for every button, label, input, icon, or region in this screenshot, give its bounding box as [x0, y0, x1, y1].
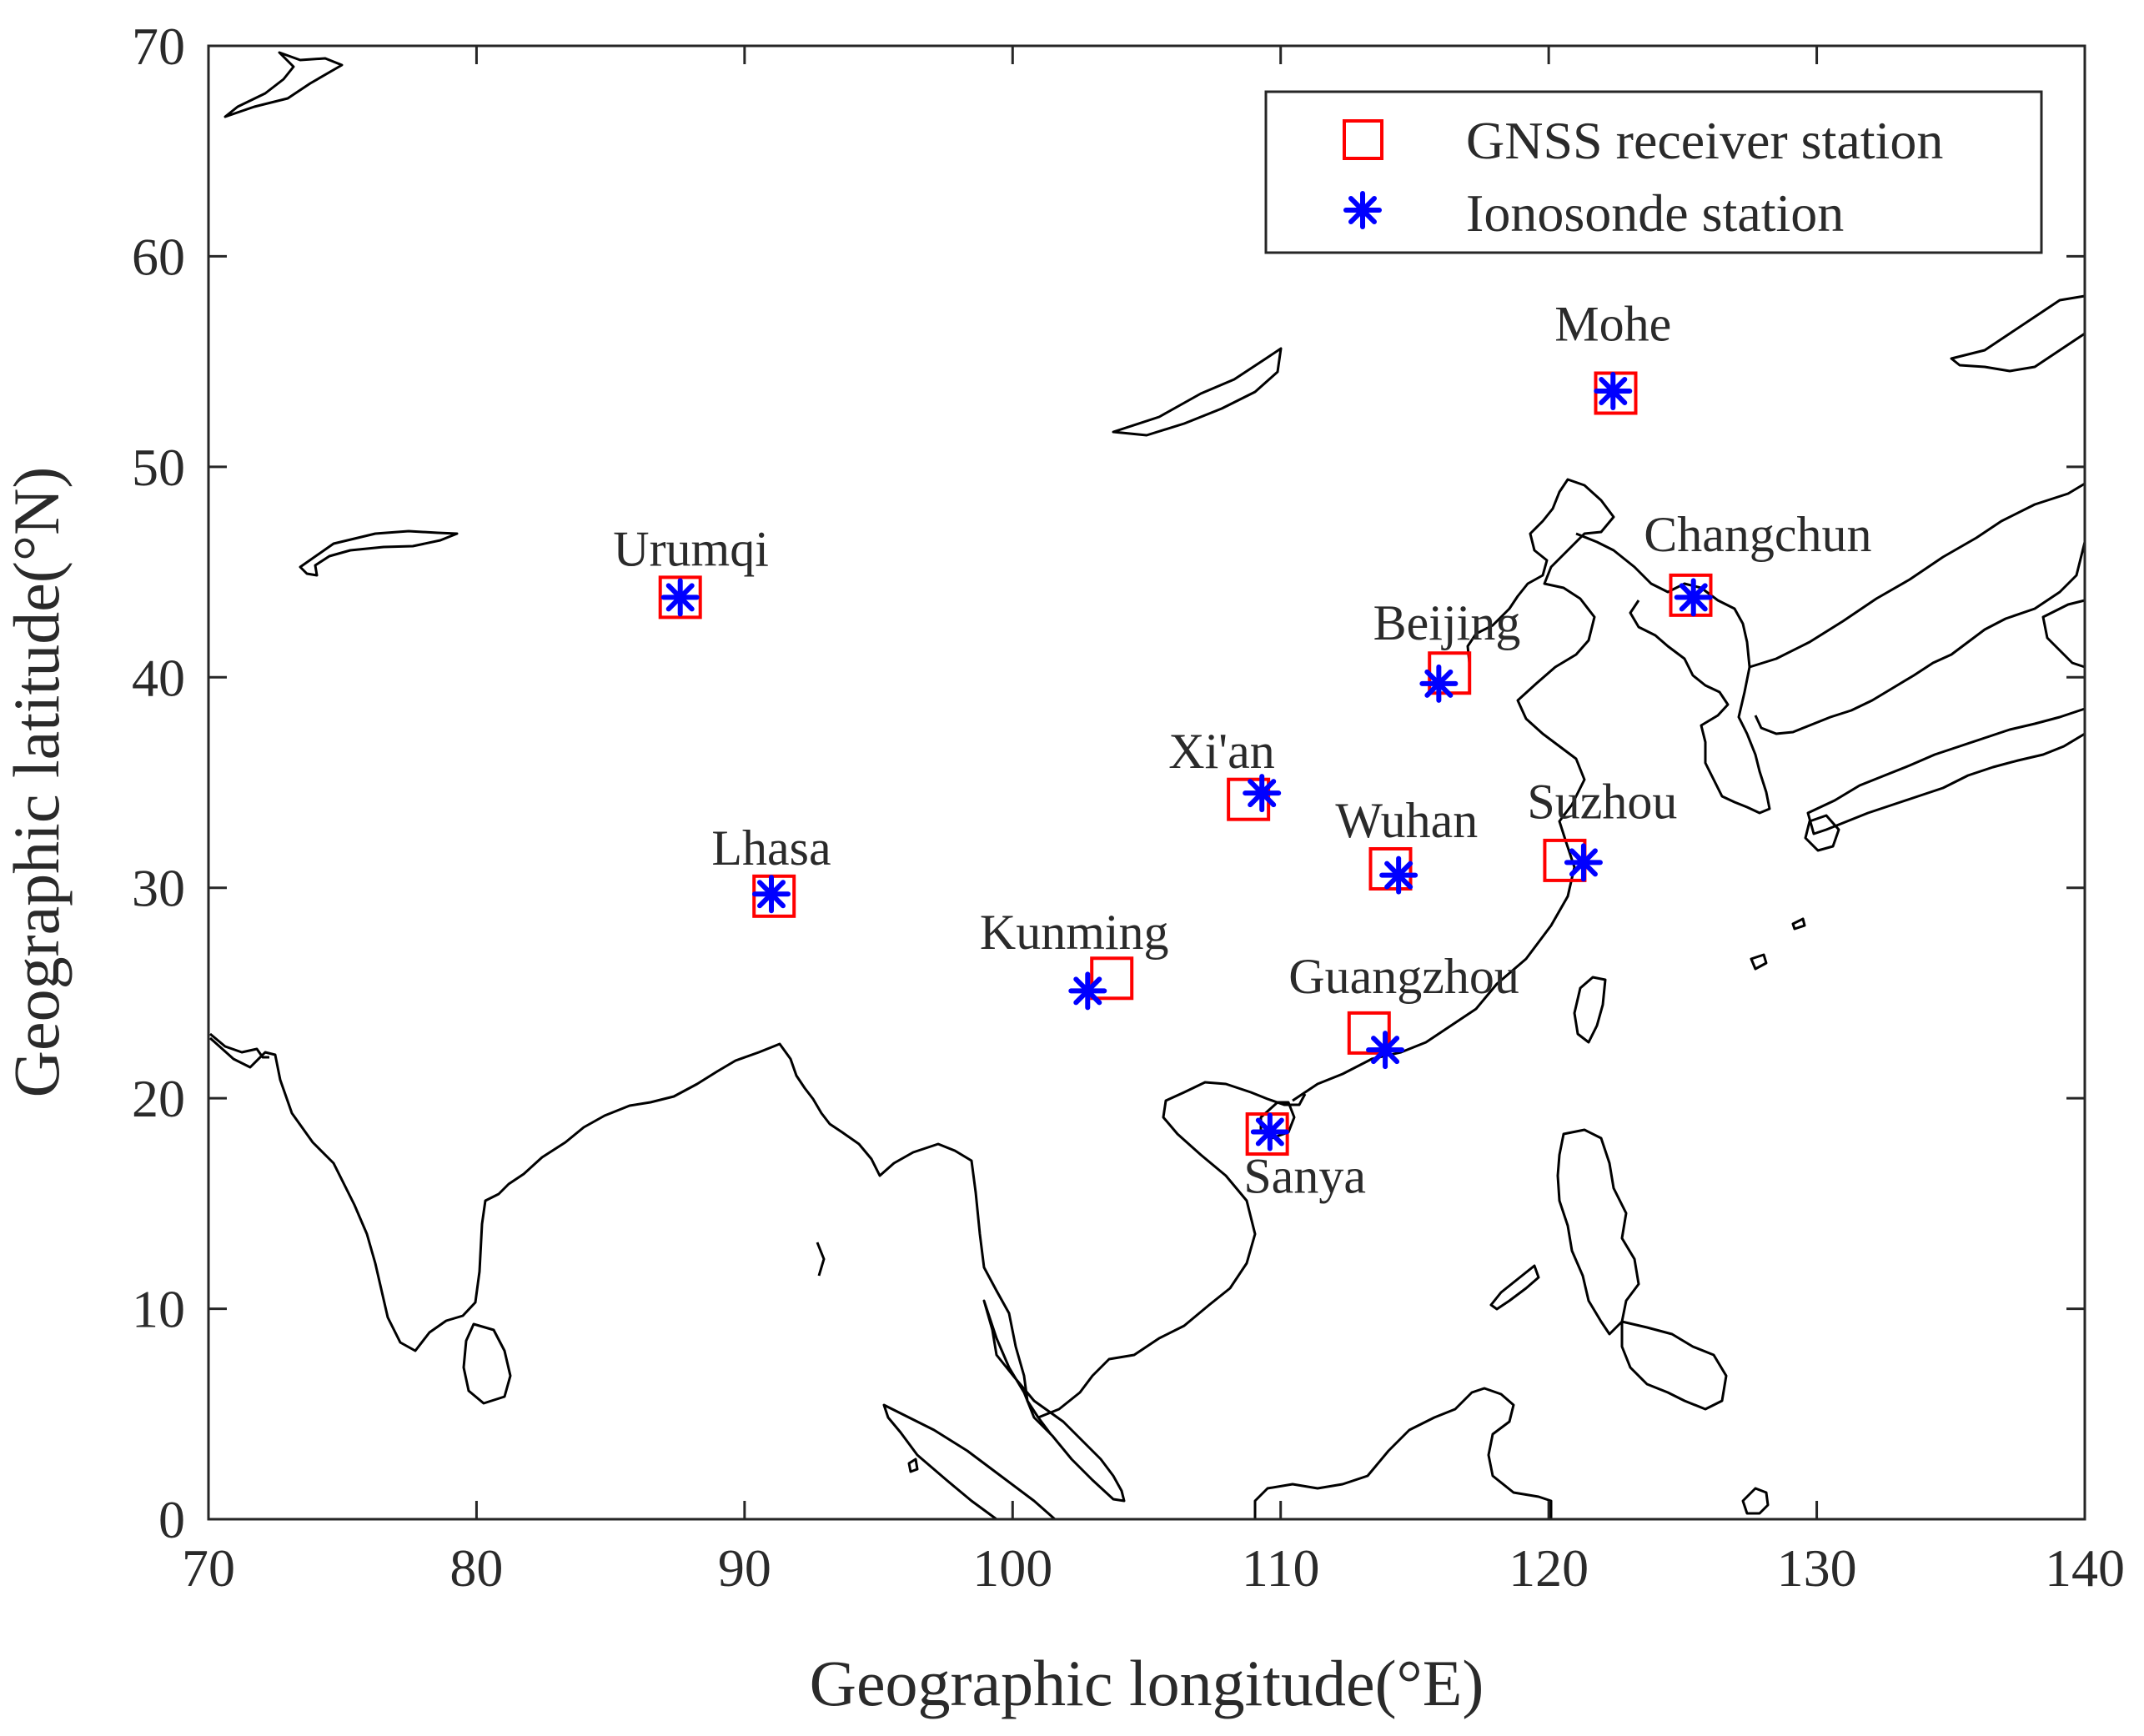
x-tick-label: 120 — [1509, 1538, 1589, 1598]
axis-ticks — [207, 44, 2086, 1521]
axis-tick-labels: 70 80 90 100 110 120 130 140 0 10 20 30 40 50 60 70 — [132, 17, 2125, 1598]
coastline-russia-far-east — [1749, 482, 2086, 735]
coastline-philippines-luzon — [1556, 1128, 1640, 1336]
y-tick-label: 30 — [132, 859, 185, 918]
station-label-beijing: Beijing — [1373, 595, 1521, 650]
station-label-suzhou: Suzhou — [1527, 774, 1677, 829]
coastline-malay-peninsula — [982, 1299, 1126, 1503]
station-label-changchun: Changchun — [1644, 507, 1871, 562]
x-tick-label: 80 — [449, 1538, 503, 1598]
x-tick-label: 90 — [718, 1538, 771, 1598]
x-tick-label: 110 — [1242, 1538, 1320, 1598]
legend-gnss-label: GNSS receiver station — [1466, 111, 1943, 170]
station-label-sanya: Sanya — [1243, 1149, 1366, 1204]
station-label-urumqi: Urumqi — [613, 521, 769, 576]
station-label-lhasa: Lhasa — [711, 820, 831, 876]
ionosonde-marker-changchun — [1674, 578, 1713, 617]
coastline-korea-manchuria — [1575, 532, 1771, 815]
coastline-palawan — [1489, 1264, 1540, 1311]
y-tick-label: 60 — [132, 227, 185, 286]
station-label-guangzhou: Guangzhou — [1288, 949, 1519, 1004]
coastline-china-east — [1292, 478, 1615, 1102]
y-tick-label: 20 — [132, 1069, 185, 1128]
station-label-mohe: Mohe — [1554, 296, 1671, 351]
coastline-novaya-zemlya — [223, 51, 344, 118]
coastline-borneo — [1253, 1387, 1553, 1521]
legend-gnss-marker-square — [1343, 119, 1383, 160]
x-tick-label: 70 — [182, 1538, 235, 1598]
gnss-marker-kunming — [1090, 956, 1134, 1001]
ionosonde-marker-mohe — [1594, 371, 1633, 410]
gnss-marker-wuhan — [1368, 846, 1413, 891]
coastline-ryukyu-1 — [1750, 953, 1768, 971]
ionosonde-marker-sanya — [1250, 1112, 1289, 1151]
coastline-western-edge — [209, 1032, 269, 1059]
y-tick-label: 50 — [132, 438, 185, 497]
x-tick-label: 140 — [2045, 1538, 2125, 1598]
coastline-philippines-mindanao — [1620, 1320, 1728, 1411]
ionosonde-marker-xian — [1243, 774, 1282, 813]
y-tick-label: 70 — [132, 17, 185, 76]
legend-box — [1264, 90, 2043, 254]
coastline-basemap — [209, 51, 2086, 1521]
station-label-kunming: Kunming — [980, 905, 1169, 960]
ionosonde-marker-lhasa — [752, 875, 791, 914]
ionosonde-marker-urumqi — [660, 578, 700, 617]
y-tick-label: 40 — [132, 648, 185, 707]
y-axis-label: Geographic latitude(°N) — [0, 467, 73, 1098]
coastline-indochina — [1037, 1081, 1307, 1419]
station-label-wuhan: Wuhan — [1335, 793, 1478, 848]
y-tick-label: 0 — [158, 1490, 185, 1549]
coastline-sri-lanka — [462, 1322, 512, 1405]
gnss-marker-guangzhou — [1347, 1011, 1391, 1055]
coastline-hokkaido — [2041, 599, 2086, 669]
coastline-lake-baikal — [1112, 347, 1283, 437]
coastline-sulawesi — [1741, 1487, 1770, 1515]
legend: GNSS receiver station Ionosonde station — [1264, 90, 2043, 254]
coastline-small-island — [907, 1458, 919, 1473]
x-tick-label: 130 — [1777, 1538, 1857, 1598]
ionosonde-marker-beijing — [1419, 664, 1459, 703]
coastline-indian-subcontinent — [209, 1036, 1052, 1435]
ionosonde-marker-kunming — [1068, 971, 1107, 1011]
coastline-andaman-islands — [816, 1242, 826, 1277]
ionosonde-marker-wuhan — [1379, 855, 1418, 895]
legend-ionosonde-label: Ionosonde station — [1466, 183, 1844, 243]
station-labels: Urumqi Lhasa Kunming Xi'an Wuhan Beijing Suzho… — [613, 296, 1871, 1203]
station-markers — [658, 371, 1713, 1156]
station-label-xian: Xi'an — [1168, 724, 1274, 779]
coastline-japan-honshu — [1806, 707, 2086, 835]
gnss-marker-urumqi — [658, 575, 702, 620]
coastline-taiwan — [1573, 976, 1607, 1044]
coastline-ryukyu-2 — [1791, 917, 1806, 931]
x-tick-label: 100 — [972, 1538, 1052, 1598]
x-axis-label: Geographic longitude(°E) — [810, 1647, 1484, 1719]
ionosonde-marker-suzhou — [1564, 843, 1603, 882]
coastline-aral-sea — [299, 529, 459, 577]
plot-area-frame — [207, 44, 2086, 1521]
coastline-japan-south — [1804, 814, 1840, 852]
y-tick-label: 10 — [132, 1280, 185, 1339]
ionosonde-marker-guangzhou — [1366, 1031, 1405, 1070]
legend-ionosonde-marker-asterisk — [1343, 191, 1382, 229]
coastline-sakhalin-region — [1950, 294, 2086, 373]
